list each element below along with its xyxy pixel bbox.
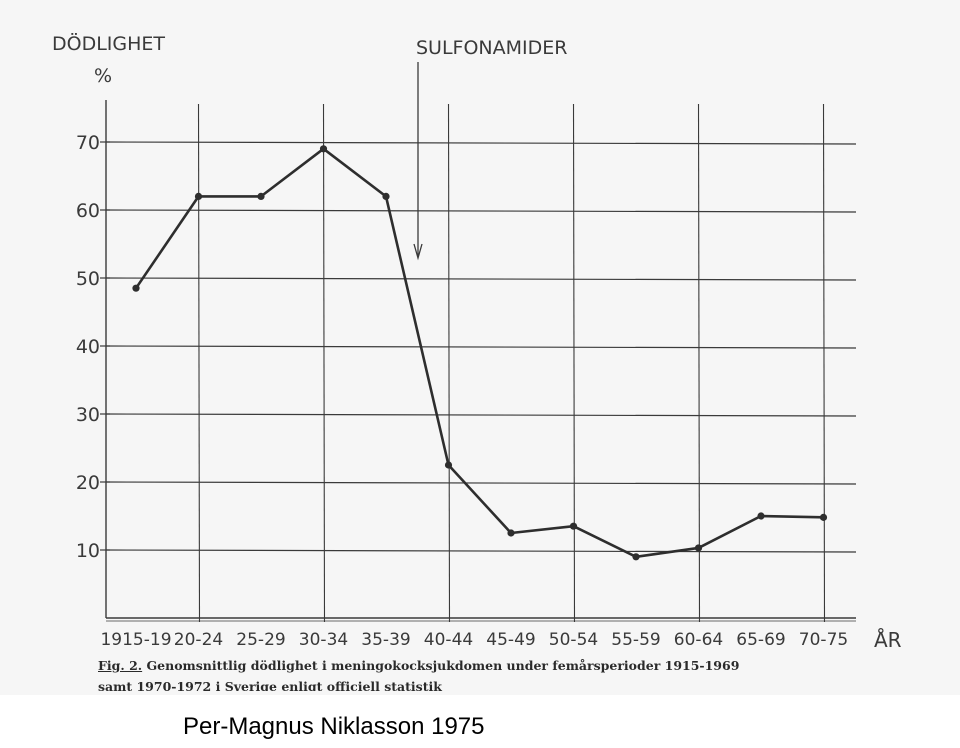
figure-label: Fig. 2.: [98, 658, 143, 673]
x-tick-label-55-59: 55-59: [611, 630, 660, 650]
gridline-y-20: [105, 481, 857, 485]
sulfonamider-annotation: SULFONAMIDER: [416, 37, 567, 59]
x-axis-label: ÅR: [874, 628, 902, 650]
gridline-x-30-34: [322, 103, 326, 623]
y-tick-label-10: 10: [76, 540, 100, 562]
gridline-y-40: [105, 345, 857, 349]
figure-caption-line-2: samt 1970-1972 i Sverige enligt officiel…: [98, 679, 442, 691]
gridline-x-20-24: [197, 103, 201, 623]
y-tick-label-30: 30: [76, 404, 100, 426]
gridline-y-10: [105, 549, 857, 553]
gridline-y-70: [105, 141, 857, 145]
x-tick-label-50-54: 50-54: [549, 630, 598, 650]
x-tick-label-60-64: 60-64: [674, 630, 723, 650]
axes: 10 20 30 40 50 60 70 1915-19 20-24 25-29 30-34 35-3…: [76, 100, 856, 650]
y-tick-label-20: 20: [76, 472, 100, 494]
y-tick-label-50: 50: [76, 268, 100, 290]
x-tick-label-20-24: 20-24: [174, 630, 223, 650]
data-point-45-49: [507, 529, 515, 537]
gridline-y-60: [105, 209, 857, 213]
data-point-25-29: [257, 192, 265, 200]
gridline-x-50-54: [572, 103, 576, 623]
mortality-line-chart: 10 20 30 40 50 60 70 1915-19 20-24 25-29 30-34 35-3…: [52, 32, 902, 650]
data-point-65-69: [757, 512, 765, 520]
x-tick-label-25-29: 25-29: [236, 630, 285, 650]
author-credit: Per-Magnus Niklasson 1975: [183, 713, 485, 740]
y-tick-label-70: 70: [76, 132, 100, 154]
gridline-y-50: [105, 277, 857, 281]
y-axis-unit: %: [94, 65, 112, 87]
gridline-y-30: [105, 413, 857, 417]
data-point-70-75: [819, 513, 828, 521]
data-point-30-34: [319, 145, 328, 153]
annotation-arrow: [413, 62, 423, 261]
labels: DÖDLIGHET % ÅR SULFONAMIDER: [52, 32, 902, 650]
y-tick-label-40: 40: [76, 336, 100, 358]
gridline-x-70-75: [822, 103, 826, 623]
caption-text-1: Genomsnittlig dödlighet i meningokocksju…: [146, 658, 740, 673]
data-point-35-39: [382, 192, 390, 200]
data-point-60-64: [694, 544, 703, 552]
data-point-1915-19: [132, 284, 140, 292]
data-point-50-54: [569, 522, 578, 530]
x-tick-label-70-75: 70-75: [799, 630, 848, 650]
data-point-20-24: [194, 192, 203, 200]
x-tick-label-45-49: 45-49: [486, 630, 535, 650]
y-tick-label-60: 60: [76, 200, 100, 222]
data-point-55-59: [632, 553, 640, 561]
arrow-head: [413, 243, 423, 261]
x-tick-label-65-69: 65-69: [736, 630, 785, 650]
data-point-40-44: [444, 461, 453, 469]
figure-caption-line-1: Fig. 2. Genomsnittlig dödlighet i mening…: [98, 658, 858, 673]
x-tick-label-30-34: 30-34: [299, 630, 348, 650]
grid: [105, 103, 857, 623]
x-tick-label-40-44: 40-44: [424, 630, 473, 650]
x-tick-label-35-39: 35-39: [361, 630, 410, 650]
series-line-group: [132, 145, 828, 561]
gridline-x-40-44: [447, 103, 451, 623]
y-axis-label: DÖDLIGHET: [52, 32, 165, 55]
x-tick-label-1915-19: 1915-19: [100, 630, 171, 650]
series-line: [134, 147, 824, 559]
gridline-x-60-64: [697, 103, 701, 623]
